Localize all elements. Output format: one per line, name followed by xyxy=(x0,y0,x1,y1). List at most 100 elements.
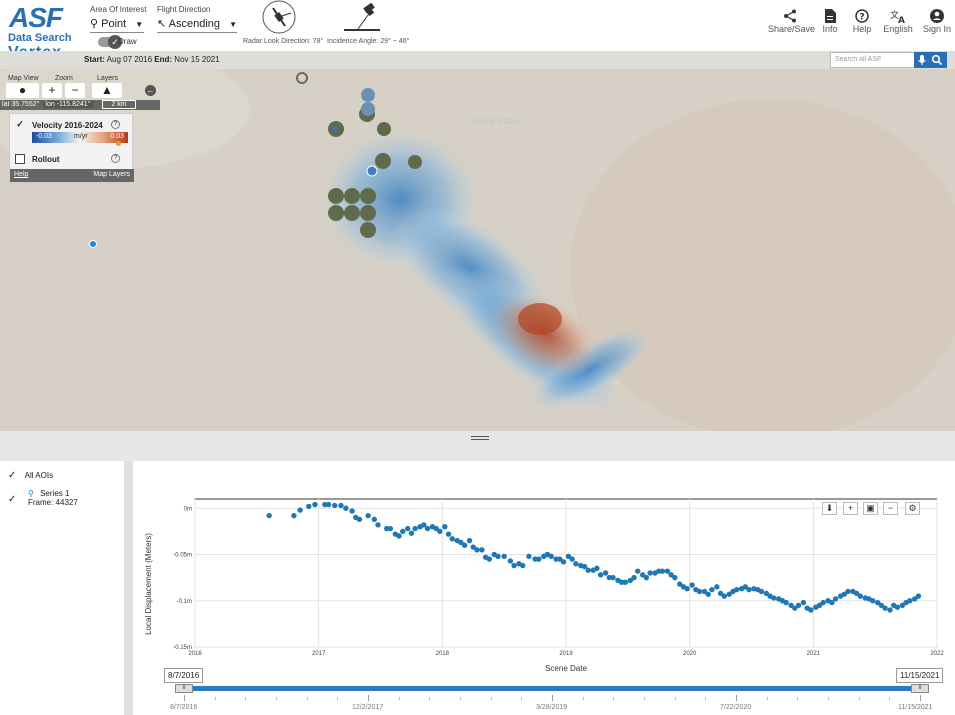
collapse-arrow-icon[interactable]: ← xyxy=(145,85,156,96)
share-save-button[interactable]: Share/Save xyxy=(768,9,815,34)
data-point[interactable] xyxy=(365,512,371,519)
opacity-knob[interactable] xyxy=(116,141,121,146)
series-row[interactable]: ✓ xyxy=(8,494,16,505)
data-point[interactable] xyxy=(349,508,355,514)
data-point[interactable] xyxy=(371,516,378,523)
data-point[interactable] xyxy=(479,547,485,553)
data-point[interactable] xyxy=(332,502,338,509)
data-point[interactable] xyxy=(795,602,802,609)
date-range-slider[interactable] xyxy=(183,686,923,691)
data-point[interactable] xyxy=(631,574,637,581)
slider-end-handle[interactable]: II xyxy=(911,684,929,693)
data-point[interactable] xyxy=(412,525,418,532)
data-point[interactable] xyxy=(573,561,579,567)
data-point[interactable] xyxy=(474,547,480,553)
language-button[interactable]: 文 A English xyxy=(882,9,914,34)
data-point[interactable] xyxy=(689,582,695,588)
data-point[interactable] xyxy=(400,528,406,535)
data-point[interactable] xyxy=(560,559,567,565)
draw-toggle[interactable]: ✓ xyxy=(98,35,122,49)
data-point[interactable] xyxy=(343,505,349,511)
autoscale-icon[interactable]: ▣ xyxy=(863,502,878,515)
download-icon[interactable]: ⬇ xyxy=(822,502,837,515)
slider-start-handle[interactable]: II xyxy=(175,684,193,693)
data-point[interactable] xyxy=(486,556,493,562)
data-point[interactable] xyxy=(466,537,473,544)
data-point[interactable] xyxy=(520,562,526,569)
data-point[interactable] xyxy=(387,525,394,532)
help-icon[interactable]: ? xyxy=(111,154,120,163)
data-point[interactable] xyxy=(421,522,427,528)
data-point[interactable] xyxy=(610,574,616,581)
data-point[interactable] xyxy=(501,553,507,560)
map-canvas[interactable]: Sandy Valley xyxy=(0,69,955,431)
search-icon[interactable] xyxy=(931,54,943,66)
data-point[interactable] xyxy=(536,556,542,562)
data-point[interactable] xyxy=(771,595,777,601)
data-point[interactable] xyxy=(602,570,609,576)
data-point[interactable] xyxy=(701,588,708,595)
data-point[interactable] xyxy=(878,602,885,609)
data-point[interactable] xyxy=(526,553,532,560)
data-point[interactable] xyxy=(557,556,563,562)
data-point[interactable] xyxy=(672,574,678,581)
data-point[interactable] xyxy=(297,507,303,513)
data-point[interactable] xyxy=(869,598,876,604)
help-icon[interactable]: ? xyxy=(111,120,120,129)
drag-handle-icon[interactable] xyxy=(471,436,489,440)
data-point[interactable] xyxy=(882,605,888,611)
data-point[interactable] xyxy=(405,525,411,532)
zoom-in-button[interactable]: + xyxy=(42,83,62,98)
map-view[interactable]: Sandy Valley Map View Zoom Layers ● + − … xyxy=(0,69,955,431)
zoom-in-icon[interactable]: + xyxy=(843,502,858,515)
data-point[interactable] xyxy=(622,579,629,585)
data-point[interactable] xyxy=(912,596,918,602)
data-point[interactable] xyxy=(548,553,554,560)
data-point[interactable] xyxy=(915,593,922,599)
data-point[interactable] xyxy=(659,568,666,574)
info-button[interactable]: Info xyxy=(820,9,840,34)
data-point[interactable] xyxy=(668,572,674,578)
data-point[interactable] xyxy=(322,501,328,508)
data-point[interactable] xyxy=(853,590,860,597)
data-point[interactable] xyxy=(507,558,514,564)
check-icon[interactable]: ✓ xyxy=(8,494,17,505)
data-point[interactable] xyxy=(733,586,740,593)
data-point[interactable] xyxy=(696,588,703,595)
data-point[interactable] xyxy=(664,568,671,574)
data-point[interactable] xyxy=(383,525,390,532)
data-point[interactable] xyxy=(788,602,794,609)
data-point[interactable] xyxy=(375,522,381,528)
data-point[interactable] xyxy=(511,562,517,569)
data-point[interactable] xyxy=(433,525,439,532)
location-marker[interactable] xyxy=(89,240,97,248)
data-point[interactable] xyxy=(677,581,683,587)
data-point[interactable] xyxy=(408,530,415,536)
data-point[interactable] xyxy=(565,553,572,560)
data-point[interactable] xyxy=(829,599,835,606)
data-point[interactable] xyxy=(758,588,765,595)
rollout-layer-checkbox[interactable] xyxy=(15,154,25,164)
data-point[interactable] xyxy=(845,588,851,595)
data-point[interactable] xyxy=(714,584,720,590)
data-point[interactable] xyxy=(597,572,604,578)
data-point[interactable] xyxy=(887,607,893,613)
check-icon[interactable]: ✓ xyxy=(8,470,17,481)
data-point[interactable] xyxy=(470,544,476,550)
data-point[interactable] xyxy=(783,599,789,606)
data-point[interactable] xyxy=(656,568,662,574)
data-point[interactable] xyxy=(627,577,634,584)
data-point[interactable] xyxy=(553,556,559,562)
data-point[interactable] xyxy=(684,586,690,592)
data-point[interactable] xyxy=(709,586,715,593)
map-layers-link[interactable]: Map Layers xyxy=(93,171,130,178)
data-point[interactable] xyxy=(800,599,807,606)
data-point[interactable] xyxy=(445,531,452,537)
data-point[interactable] xyxy=(532,556,538,562)
data-point[interactable] xyxy=(907,598,913,604)
data-point[interactable] xyxy=(643,574,650,581)
zoom-out-icon[interactable]: − xyxy=(883,502,898,515)
data-point[interactable] xyxy=(808,607,814,613)
data-point[interactable] xyxy=(581,563,588,570)
data-point[interactable] xyxy=(899,602,906,609)
